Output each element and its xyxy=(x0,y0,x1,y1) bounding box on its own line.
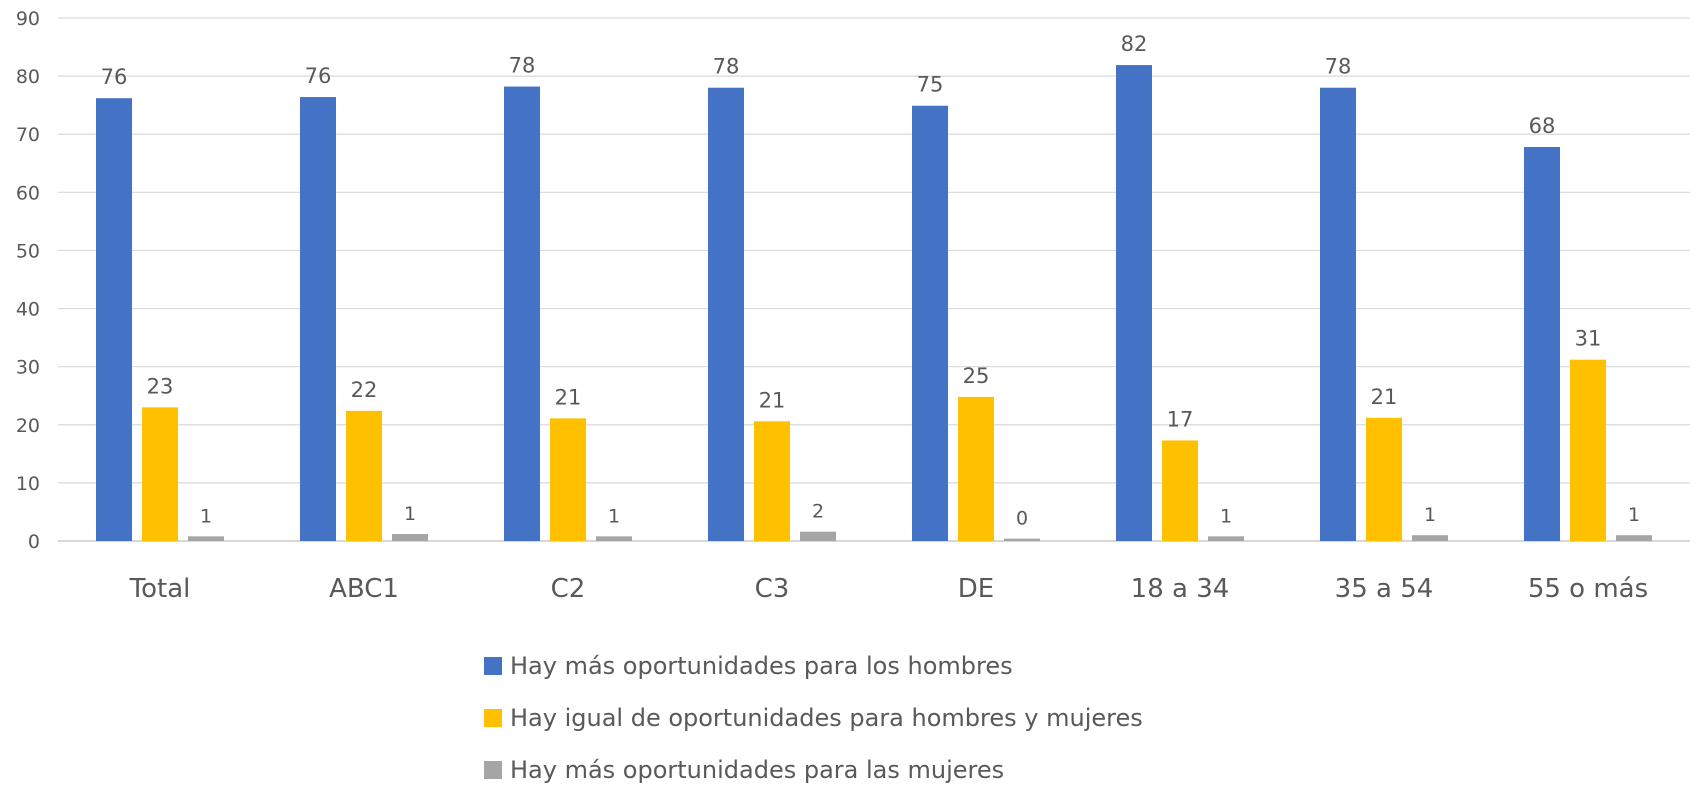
y-tick-label: 10 xyxy=(16,473,40,495)
x-tick-label: ABC1 xyxy=(329,574,399,604)
data-label: 2 xyxy=(812,501,824,523)
y-tick-label: 40 xyxy=(16,299,40,321)
y-tick-label: 70 xyxy=(16,124,40,146)
bar xyxy=(1162,440,1198,541)
bar xyxy=(1320,87,1356,541)
data-label: 1 xyxy=(1220,505,1232,527)
data-label: 21 xyxy=(1371,385,1398,409)
data-label: 25 xyxy=(963,364,990,388)
y-tick-label: 50 xyxy=(16,240,40,262)
data-label: 68 xyxy=(1529,114,1556,138)
x-tick-label: 35 a 54 xyxy=(1335,574,1434,604)
data-label: 78 xyxy=(509,54,536,78)
legend-item-equal: Hay igual de oportunidades para hombres … xyxy=(484,692,1143,744)
bar xyxy=(1570,359,1606,541)
data-label: 0 xyxy=(1016,508,1028,530)
bar xyxy=(1366,417,1402,541)
data-label: 1 xyxy=(200,505,212,527)
bar xyxy=(142,407,178,541)
data-label: 22 xyxy=(351,378,378,402)
bar xyxy=(1524,147,1560,542)
bar xyxy=(754,421,790,541)
bar xyxy=(1116,65,1152,541)
bar xyxy=(708,87,744,541)
bar xyxy=(1616,535,1652,541)
x-tick-label: C2 xyxy=(551,574,586,604)
bar xyxy=(912,105,948,542)
data-label: 1 xyxy=(608,505,620,527)
legend-label-men: Hay más oportunidades para los hombres xyxy=(510,652,1013,680)
data-label: 76 xyxy=(101,65,128,89)
bar xyxy=(596,536,632,541)
bar xyxy=(300,97,336,541)
x-tick-label: 55 o más xyxy=(1528,574,1648,604)
data-label: 1 xyxy=(1424,504,1436,526)
legend-label-women: Hay más oportunidades para las mujeres xyxy=(510,756,1005,784)
legend-swatch-men xyxy=(484,657,502,675)
bar xyxy=(550,418,586,541)
bar xyxy=(392,534,428,541)
data-label: 78 xyxy=(1325,55,1352,79)
bar xyxy=(958,396,994,541)
x-tick-label: Total xyxy=(129,574,191,604)
bar xyxy=(800,531,836,541)
legend-label-equal: Hay igual de oportunidades para hombres … xyxy=(510,704,1143,732)
data-label: 17 xyxy=(1167,407,1194,431)
x-tick-label: C3 xyxy=(755,574,790,604)
legend: Hay más oportunidades para los hombres H… xyxy=(484,640,1143,796)
y-tick-label: 30 xyxy=(16,357,40,379)
data-label: 1 xyxy=(404,503,416,525)
y-tick-label: 90 xyxy=(16,8,40,30)
bar xyxy=(504,86,540,542)
y-tick-label: 20 xyxy=(16,415,40,437)
legend-item-men: Hay más oportunidades para los hombres xyxy=(484,640,1143,692)
data-label: 23 xyxy=(147,374,174,398)
data-label: 21 xyxy=(555,385,582,409)
bar xyxy=(188,536,224,541)
y-tick-label: 80 xyxy=(16,66,40,88)
bar xyxy=(1412,535,1448,541)
data-label: 1 xyxy=(1628,504,1640,526)
bar xyxy=(1208,536,1244,541)
x-tick-label: DE xyxy=(958,574,994,604)
legend-swatch-equal xyxy=(484,709,502,727)
data-label: 75 xyxy=(917,73,944,97)
legend-item-women: Hay más oportunidades para las mujeres xyxy=(484,744,1143,796)
data-label: 78 xyxy=(713,55,740,79)
bar xyxy=(1004,538,1040,541)
y-tick-label: 60 xyxy=(16,182,40,204)
legend-swatch-women xyxy=(484,761,502,779)
bar xyxy=(346,410,382,541)
data-label: 31 xyxy=(1575,327,1602,351)
x-tick-label: 18 a 34 xyxy=(1131,574,1230,604)
data-label: 76 xyxy=(305,64,332,88)
bar xyxy=(96,98,132,542)
data-label: 21 xyxy=(759,388,786,412)
bar-chart: 010203040506070809076231Total76221ABC178… xyxy=(16,8,1690,604)
data-label: 82 xyxy=(1121,32,1148,56)
y-tick-label: 0 xyxy=(28,531,40,553)
